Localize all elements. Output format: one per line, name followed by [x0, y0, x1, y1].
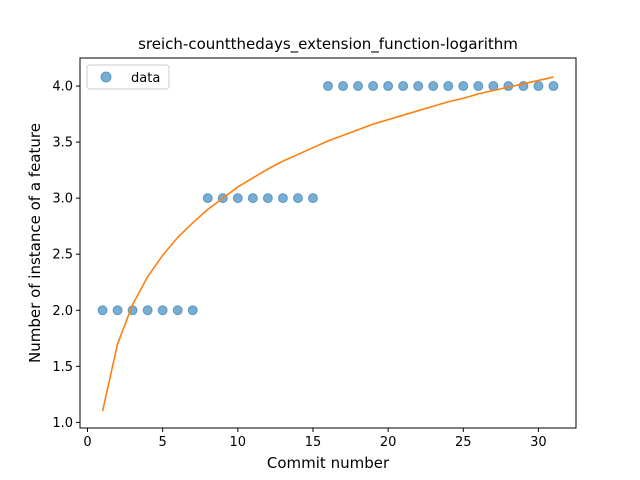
x-tick-label: 30 — [530, 435, 547, 450]
data-point — [323, 81, 333, 92]
fit-line — [101, 76, 554, 412]
y-tick-label: 4.0 — [52, 80, 73, 95]
legend-marker-data — [100, 71, 112, 83]
y-axis: 1.0 1.5 2.0 2.5 3.0 3.5 4.0 — [52, 80, 80, 431]
data-point — [112, 305, 123, 316]
y-tick-label: 1.5 — [52, 360, 73, 375]
data-point — [187, 305, 198, 316]
data-point — [157, 305, 168, 316]
chart-title: sreich-countthedays_extension_function-l… — [138, 35, 518, 54]
x-axis: 0 5 10 15 20 25 30 — [83, 428, 547, 450]
x-axis-label: Commit number — [267, 454, 390, 472]
y-axis-label: Number of instance of a feature — [26, 123, 44, 363]
data-point — [338, 81, 349, 92]
legend-label-data: data — [131, 71, 160, 86]
y-tick-label: 3.0 — [52, 192, 73, 207]
data-point — [353, 81, 364, 92]
data-point — [548, 81, 559, 92]
data-point — [383, 81, 394, 92]
data-point — [307, 193, 318, 204]
data-point — [443, 81, 454, 92]
data-point — [262, 193, 273, 204]
axes-frame — [79, 57, 577, 429]
x-tick-label: 20 — [380, 435, 397, 450]
data-point — [247, 193, 258, 204]
x-tick-label: 5 — [159, 435, 167, 450]
legend: data — [86, 64, 170, 90]
data-point — [277, 193, 288, 204]
x-tick-label: 10 — [230, 435, 247, 450]
data-point — [533, 81, 544, 92]
data-point — [232, 193, 243, 204]
data-point — [368, 81, 379, 92]
data-point — [398, 81, 409, 92]
data-point — [473, 81, 484, 92]
data-point — [202, 193, 213, 204]
y-tick-label: 1.0 — [52, 416, 73, 431]
y-tick-label: 2.5 — [52, 248, 73, 263]
data-point — [428, 81, 439, 92]
series-data-points — [97, 81, 559, 316]
x-tick-label: 25 — [455, 435, 472, 450]
data-point — [97, 305, 108, 316]
data-point — [172, 305, 183, 316]
plot-area — [97, 76, 559, 412]
x-tick-label: 0 — [83, 435, 91, 450]
data-point — [413, 81, 424, 92]
data-point — [458, 81, 469, 92]
legend-box — [86, 64, 170, 90]
y-tick-label: 2.0 — [52, 304, 73, 319]
x-tick-label: 15 — [305, 435, 322, 450]
data-point — [292, 193, 303, 204]
y-tick-label: 3.5 — [52, 136, 73, 151]
data-point — [142, 305, 153, 316]
